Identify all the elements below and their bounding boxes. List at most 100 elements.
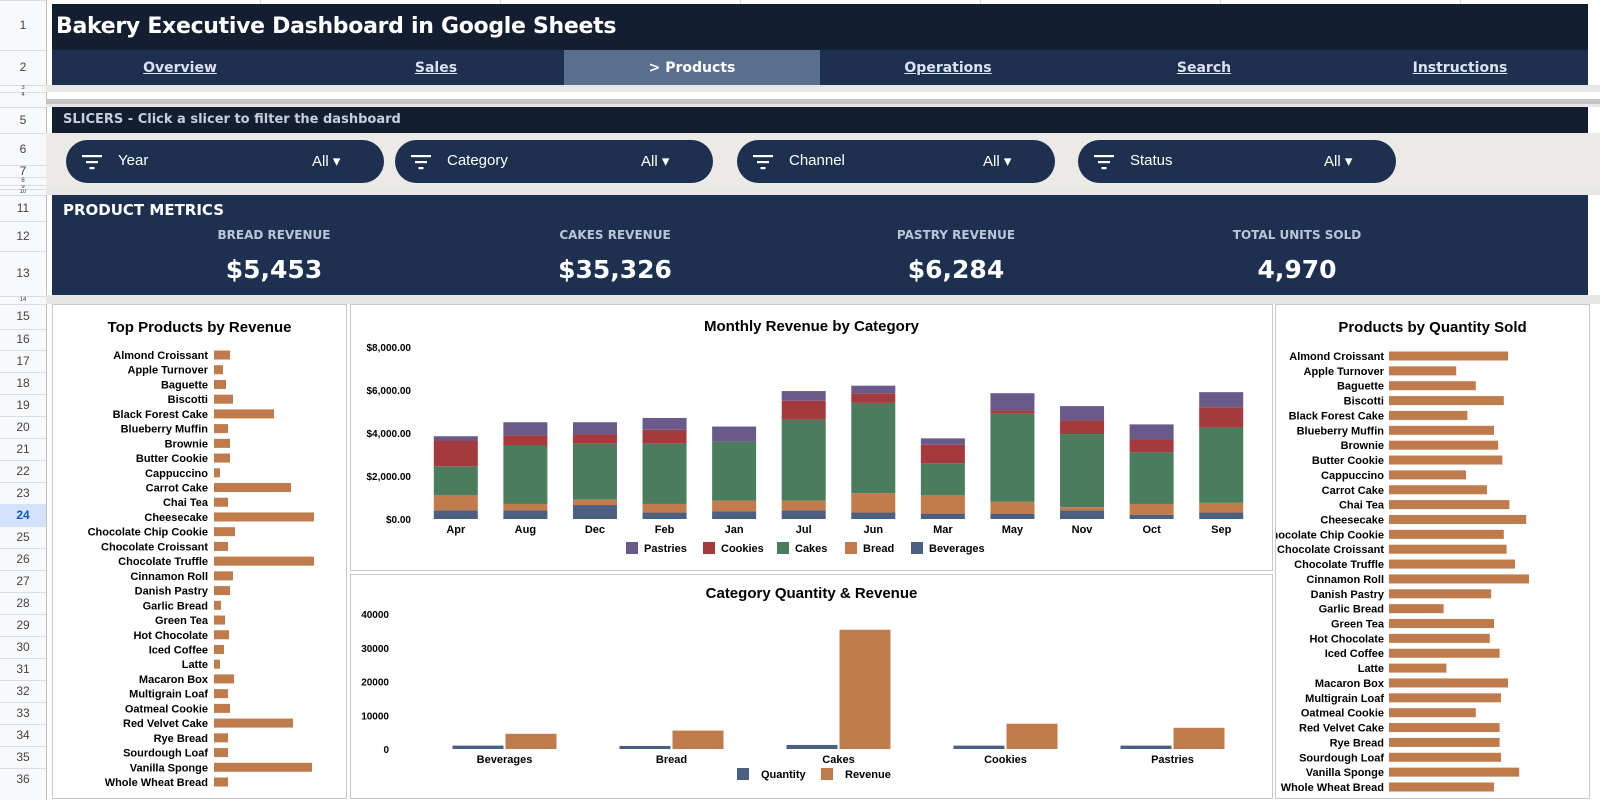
row-number[interactable]: 15 [16, 309, 30, 323]
row-number[interactable]: 12 [16, 229, 30, 243]
bar [214, 571, 233, 581]
slicer-value[interactable]: All ▾ [983, 153, 1012, 170]
row-number[interactable]: 26 [16, 552, 30, 566]
bar-segment [642, 429, 687, 444]
row-number[interactable]: 19 [16, 398, 30, 412]
row-number[interactable]: 35 [16, 750, 30, 764]
row-number[interactable]: 18 [16, 376, 30, 390]
category-label: Danish Pastry [1311, 589, 1385, 601]
row-number[interactable]: 5 [19, 113, 27, 127]
category-label: Baguette [161, 379, 208, 391]
bar-segment [433, 466, 478, 496]
bar [214, 483, 291, 493]
row-number[interactable]: 7 [19, 165, 27, 177]
bar-segment [990, 413, 1035, 502]
chart-title: Monthly Revenue by Category [703, 318, 920, 335]
row-number[interactable]: 6 [19, 142, 27, 156]
bar [1389, 485, 1487, 495]
row-number[interactable]: 2 [19, 60, 27, 74]
tab-instructions[interactable]: Instructions [1412, 59, 1508, 76]
bar [214, 659, 220, 669]
row-number[interactable]: 8 [21, 178, 25, 184]
chart-title: Top Products by Revenue [107, 319, 292, 336]
bar [214, 718, 293, 728]
row-number[interactable]: 13 [16, 266, 30, 280]
bar-segment [990, 410, 1035, 414]
bar-segment [572, 434, 617, 444]
row-gridline [0, 304, 46, 305]
row-number[interactable]: 9 [21, 185, 25, 189]
row-number[interactable]: 29 [16, 618, 30, 632]
row-number[interactable]: 22 [16, 464, 30, 478]
column-gridline [1220, 0, 1221, 4]
tab-overview[interactable]: Overview [143, 59, 217, 76]
category-label: Sourdough Loaf [123, 748, 208, 760]
category-label: Chocolate Truffle [118, 556, 208, 568]
slicer-value[interactable]: All ▾ [641, 153, 670, 170]
bar-segment [851, 512, 896, 519]
legend-swatch [777, 542, 789, 554]
chart-title: Products by Quantity Sold [1338, 319, 1527, 336]
bar [619, 745, 671, 749]
filter-icon [1094, 155, 1114, 170]
y-tick-label: 0 [383, 745, 389, 756]
slicer-value[interactable]: All ▾ [1324, 153, 1353, 170]
row-number[interactable]: 28 [16, 596, 30, 610]
bar-segment [503, 510, 548, 519]
slicer-category[interactable]: Category All ▾ [395, 140, 713, 183]
row-number[interactable]: 1 [19, 18, 27, 32]
row-number[interactable]: 33 [16, 706, 30, 720]
x-tick-label: Mar [933, 524, 953, 536]
row-gridline [0, 329, 46, 330]
category-label: Carrot Cake [146, 483, 208, 495]
row-number[interactable]: 11 [16, 201, 30, 215]
row-number[interactable]: 32 [16, 684, 30, 698]
category-label: Biscotti [1344, 396, 1384, 408]
metrics-title: PRODUCT METRICS [63, 201, 225, 219]
tab-sales[interactable]: Sales [414, 59, 458, 76]
slicers-heading-bar: SLICERS - Click a slicer to filter the d… [52, 107, 1588, 133]
bar-segment [920, 463, 965, 496]
row-number[interactable]: 31 [16, 662, 30, 676]
row-number[interactable]: 27 [16, 574, 30, 588]
row-number[interactable]: 24 [0, 504, 46, 526]
row-number[interactable]: 16 [16, 332, 30, 346]
column-gridline [740, 0, 741, 4]
slicer-value[interactable]: All ▾ [312, 153, 341, 170]
row-number[interactable]: 34 [16, 728, 30, 742]
row-number[interactable]: 36 [16, 772, 30, 786]
tab-search[interactable]: Search [1176, 59, 1232, 76]
slicer-status[interactable]: Status All ▾ [1078, 140, 1396, 183]
monthly-revenue-chart-panel: Monthly Revenue by Category $0.00 $2,000.… [350, 304, 1273, 571]
row-number[interactable]: 21 [16, 442, 30, 456]
row-gridline [0, 0, 46, 1]
row-gridline [0, 460, 46, 461]
row-number[interactable]: 20 [16, 420, 30, 434]
category-label: Rye Bread [1330, 737, 1384, 749]
x-tick-label: May [1002, 524, 1024, 536]
row-number[interactable]: 4 [21, 92, 25, 98]
tab-products[interactable]: > Products [564, 50, 820, 85]
tab-operations[interactable]: Operations [904, 59, 992, 76]
row-number[interactable]: 17 [16, 354, 30, 368]
legend-swatch [737, 768, 749, 780]
slicers-heading: SLICERS - Click a slicer to filter the d… [63, 112, 401, 127]
row-gridline [0, 350, 46, 351]
bar [214, 586, 230, 596]
row-gridline [0, 526, 46, 527]
row-number[interactable]: 23 [16, 486, 30, 500]
bar [1389, 529, 1504, 539]
row-number[interactable]: 10 [19, 189, 27, 195]
frozen-row-divider [46, 99, 1600, 104]
row-number[interactable]: 3 [21, 85, 25, 91]
slicer-year[interactable]: Year All ▾ [66, 140, 384, 183]
row-number[interactable]: 30 [16, 640, 30, 654]
legend-swatch [821, 768, 833, 780]
bar [1389, 619, 1494, 629]
slicer-channel[interactable]: Channel All ▾ [737, 140, 1055, 183]
row-number[interactable]: 14 [19, 297, 27, 303]
x-tick-label: Jan [725, 524, 744, 536]
row-number[interactable]: 25 [16, 530, 30, 544]
bar-segment [920, 438, 965, 445]
bar [1389, 410, 1468, 420]
